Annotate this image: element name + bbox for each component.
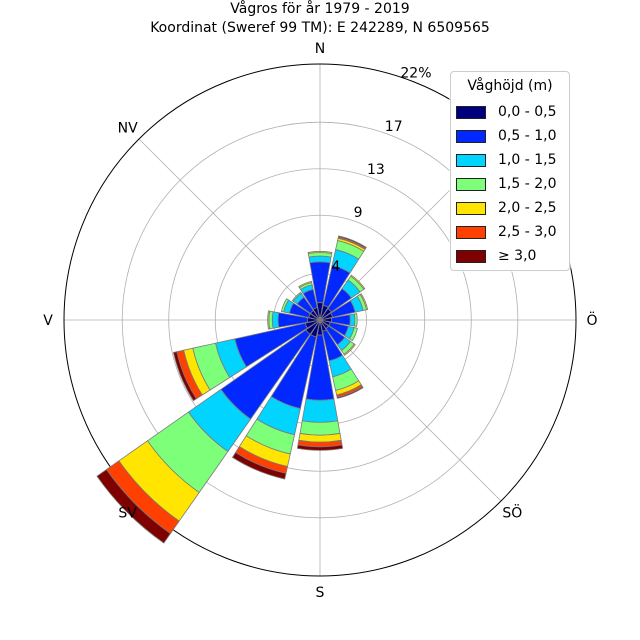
rose-bar-segment <box>267 310 271 330</box>
chart-subtitle: Koordinat (Sweref 99 TM): E 242289, N 65… <box>150 20 490 36</box>
radial-tick-label: 22% <box>400 65 431 81</box>
rose-bar-segment <box>271 311 280 329</box>
chart-title: Vågros för år 1979 - 2019 <box>230 1 410 17</box>
radial-tick-label: 13 <box>367 162 385 178</box>
rose-bar-segment <box>336 386 364 399</box>
legend-item: 2,5 - 3,0 <box>456 220 569 244</box>
legend-label: ≥ 3,0 <box>498 248 537 264</box>
legend-label: 2,5 - 3,0 <box>498 224 557 240</box>
rose-bar-segment <box>172 351 197 402</box>
rose-bar-segment <box>301 398 339 423</box>
rose-bar-segment <box>350 274 366 290</box>
legend: Våghöjd (m) 0,0 - 0,5 0,5 - 1,0 1,0 - 1,… <box>450 71 570 271</box>
legend-label: 1,5 - 2,0 <box>498 176 557 192</box>
legend-item: 0,0 - 0,5 <box>456 100 569 124</box>
rose-bars <box>96 235 369 544</box>
grid-spoke <box>138 138 321 321</box>
rose-bar-segment <box>348 327 358 342</box>
rose-bar-segment <box>353 313 358 327</box>
legend-swatch <box>456 177 486 191</box>
legend-item: 0,5 - 1,0 <box>456 124 569 148</box>
direction-label: NV <box>118 121 138 137</box>
legend-label: 0,5 - 1,0 <box>498 128 557 144</box>
legend-label: 0,0 - 0,5 <box>498 104 557 120</box>
legend-swatch <box>456 105 486 119</box>
legend-title: Våghöjd (m) <box>467 78 553 94</box>
direction-label: SÖ <box>502 503 522 521</box>
direction-label: SV <box>118 505 137 521</box>
rose-bar-segment <box>298 280 313 289</box>
radial-tick-label: 17 <box>385 119 403 135</box>
legend-item: ≥ 3,0 <box>456 244 569 268</box>
rose-bar-segment <box>337 235 367 249</box>
rose-bar-segment <box>291 291 302 302</box>
rose-bar-segment <box>307 250 333 254</box>
legend-swatch <box>456 201 486 215</box>
rose-bar-segment <box>231 451 287 480</box>
chart-title-block: Vågros för år 1979 - 2019 Koordinat (Swe… <box>0 0 640 38</box>
legend-item: 1,0 - 1,5 <box>456 148 569 172</box>
rose-bar-segment <box>343 343 356 356</box>
legend-swatch <box>456 129 486 143</box>
rose-bar-segment <box>308 255 332 264</box>
rose-bar-segment <box>96 468 172 544</box>
direction-labels: NNOÖSÖSSVVNV <box>43 41 597 601</box>
legend-item: 2,0 - 2,5 <box>456 196 569 220</box>
legend-label: 1,0 - 1,5 <box>498 152 557 168</box>
rose-bar-segment <box>296 444 344 451</box>
legend-swatch <box>456 225 486 239</box>
radial-tick-labels: 4 9 13 17 22% <box>331 65 431 275</box>
rose-bar-segment <box>299 420 341 436</box>
radial-tick-label: 9 <box>354 205 363 221</box>
legend-label: 2,0 - 2,5 <box>498 200 557 216</box>
radial-tick-label: 4 <box>331 259 340 275</box>
direction-label: V <box>43 313 53 329</box>
polar-frame <box>63 63 577 577</box>
rose-bar-segment <box>280 298 290 313</box>
legend-item: 1,5 - 2,0 <box>456 172 569 196</box>
direction-label: Ö <box>586 311 597 329</box>
rose-bar-segment <box>359 293 369 311</box>
legend-swatch <box>456 249 486 263</box>
legend-swatch <box>456 153 486 167</box>
direction-label: N <box>315 41 325 57</box>
rose-bar-segment <box>349 313 356 327</box>
direction-label: S <box>316 585 325 601</box>
